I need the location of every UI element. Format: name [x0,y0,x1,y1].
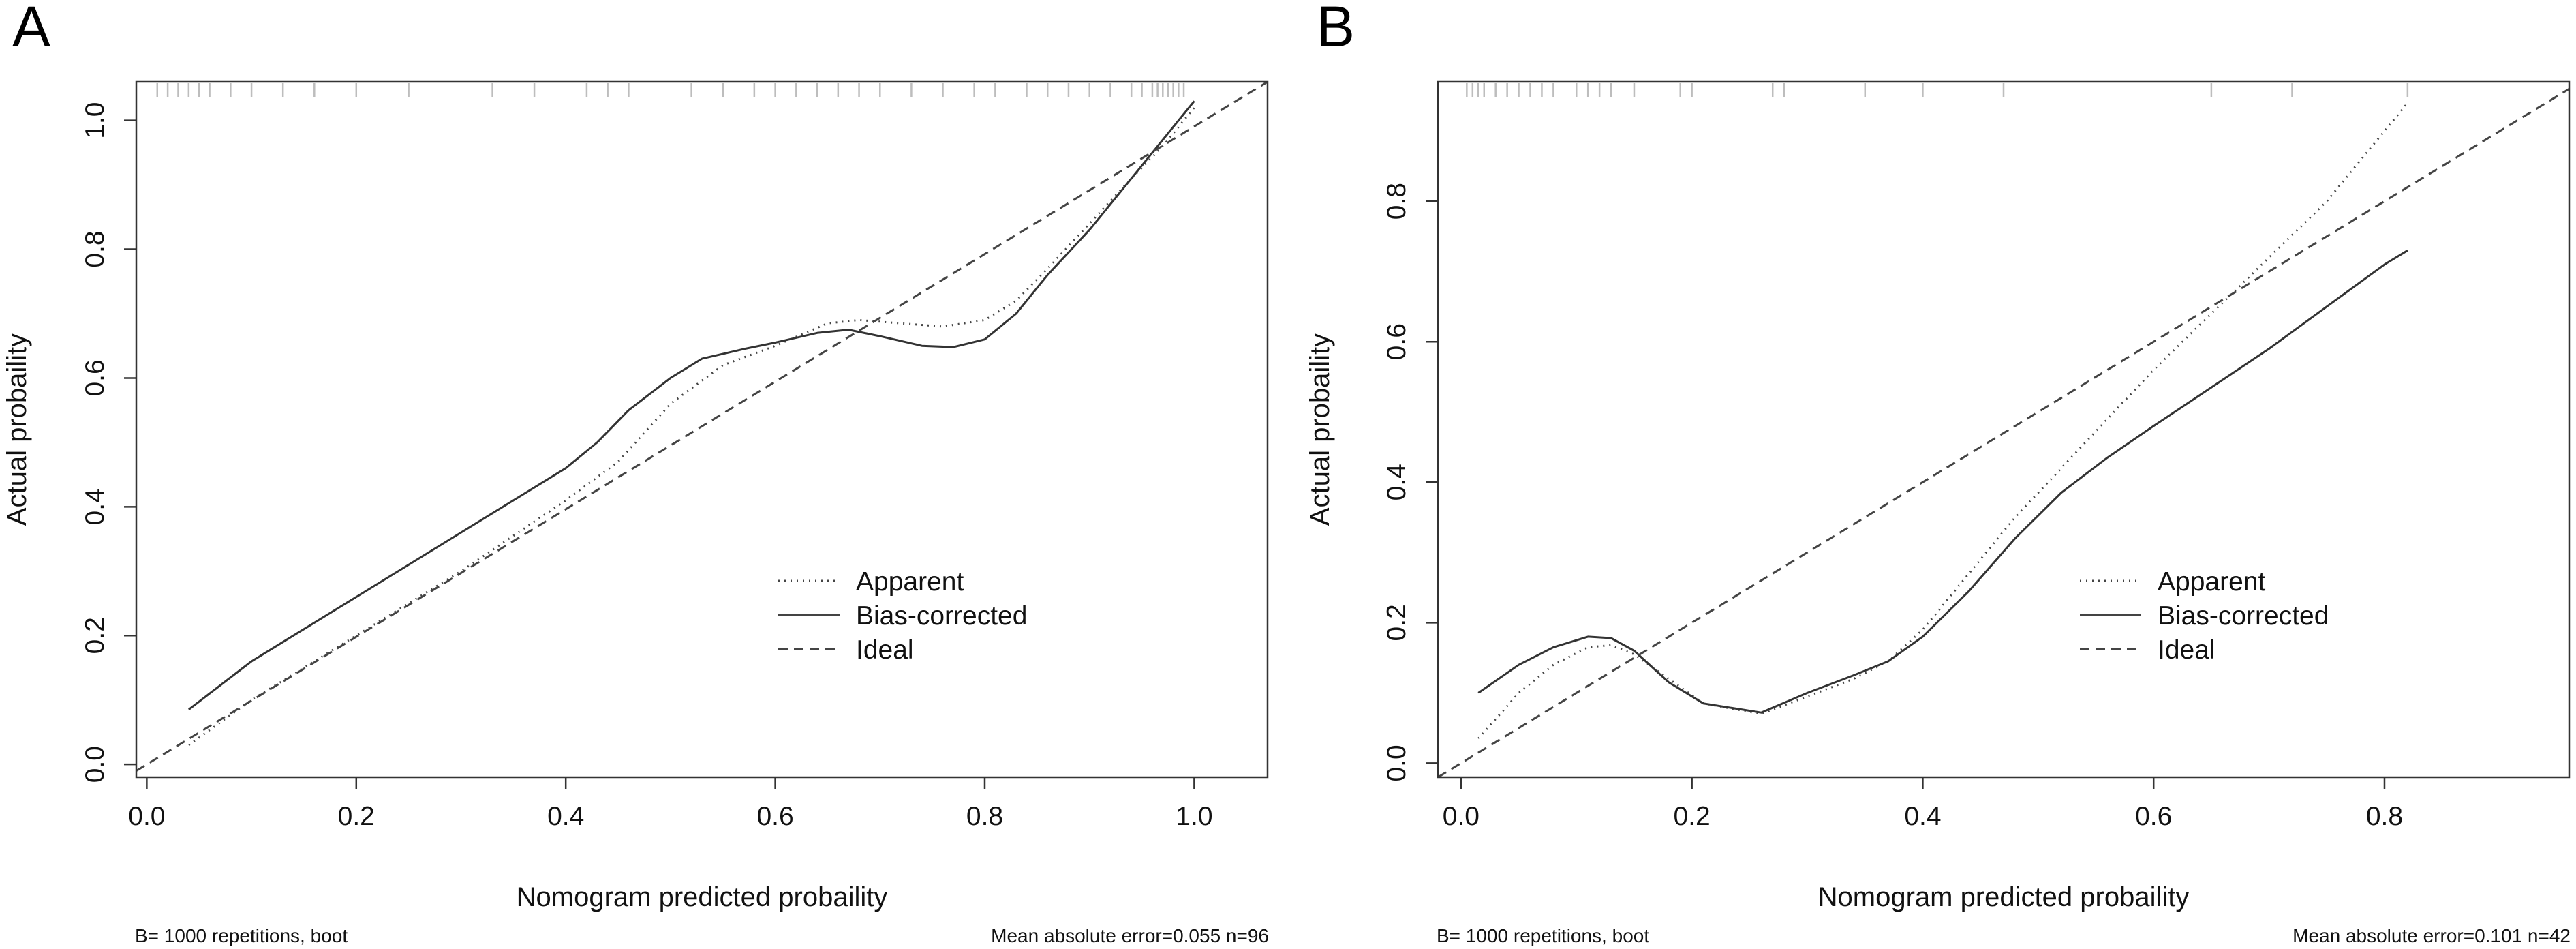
panel-a: A 0.0 0.2 0.4 0.6 0.8 1.0 0.0 0.2 0.4 0.6 0.8 1.0 N… [2,0,1269,946]
series-apparent-line-b [1477,102,2409,740]
series-ideal-line-a [136,82,1268,772]
x-axis-title-a: Nomogram predicted probaility [517,882,888,912]
series-bias-corrected-line-a [187,100,1195,710]
y-tick-label-b: 0.2 [1382,604,1411,641]
plot-frame-b [1437,80,2571,779]
x-tick-label-b: 0.6 [2135,802,2172,831]
plot-frame-a [135,80,1269,779]
y-tick-label-b: 0.8 [1382,183,1411,220]
x-tick-label-a: 1.0 [1176,802,1212,831]
series-apparent-line-a [188,106,1195,747]
y-tick-label-b: 0.0 [1382,744,1411,781]
footer-left-a: B= 1000 repetitions, boot [135,925,348,946]
legend-label-bias-corrected-b: Bias-corrected [2158,601,2329,631]
x-tick-label-a: 0.6 [756,802,793,831]
x-tick-label-b: 0.4 [1904,802,1941,831]
legend-a: Apparent Bias-corrected Ideal [778,567,1027,665]
x-tick-label-a: 0.2 [338,802,375,831]
y-tick-label-b: 0.6 [1382,323,1411,360]
x-tick-label-a: 0.4 [547,802,584,831]
legend-label-apparent-a: Apparent [856,567,964,597]
y-tick-label-a: 0.8 [80,230,110,267]
footer-right-b: Mean absolute error=0.101 n=42 [2293,925,2571,946]
panel-label-b: B [1317,0,1355,59]
x-tick-label-b: 0.8 [2366,802,2403,831]
y-tick-label-a: 0.0 [80,746,110,783]
y-axis-title-a: Actual probaility [2,333,32,526]
y-axis-title-b: Actual probaility [1305,333,1335,526]
y-tick-label-a: 1.0 [80,102,110,139]
legend-label-ideal-b: Ideal [2158,635,2215,665]
series-bias-corrected-line-b [1477,250,2408,714]
x-tick-label-a: 0.0 [128,802,165,831]
y-tick-label-a: 0.4 [80,488,110,525]
x-tick-label-b: 0.2 [1674,802,1711,831]
x-tick-label-b: 0.0 [1443,802,1479,831]
footer-right-a: Mean absolute error=0.055 n=96 [991,925,1269,946]
series-ideal-line-b [1438,88,2569,777]
panel-label-a: A [12,0,50,59]
x-tick-label-a: 0.8 [966,802,1003,831]
x-axis-title-b: Nomogram predicted probaility [1818,882,2190,912]
panel-b: B 0.0 0.2 0.4 0.6 0.8 0.0 0.2 0.4 0.6 0.8 Nomogra… [1305,0,2571,946]
y-tick-label-b: 0.4 [1382,464,1411,500]
legend-b: Apparent Bias-corrected Ideal [2080,567,2329,665]
legend-label-ideal-a: Ideal [856,635,914,665]
y-tick-label-a: 0.6 [80,359,110,396]
y-tick-label-a: 0.2 [80,617,110,654]
legend-label-bias-corrected-a: Bias-corrected [856,601,1027,631]
footer-left-b: B= 1000 repetitions, boot [1437,925,1649,946]
legend-label-apparent-b: Apparent [2158,567,2265,597]
